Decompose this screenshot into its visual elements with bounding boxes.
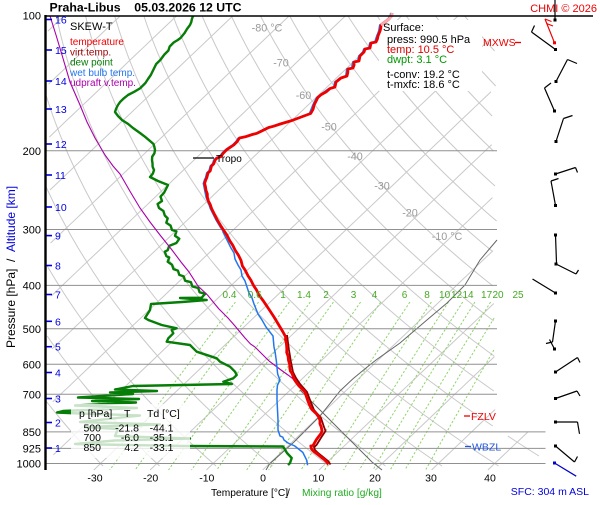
svg-text:3: 3 xyxy=(351,290,357,301)
svg-text:4: 4 xyxy=(55,368,61,380)
svg-text:9: 9 xyxy=(55,231,61,243)
svg-text:Pressure [hPa] / Altitude [k: Pressure [hPa] / Altitude [km] xyxy=(4,186,18,348)
svg-text:-80 °C: -80 °C xyxy=(252,22,283,34)
svg-text:200: 200 xyxy=(23,146,41,158)
svg-text:FZLV: FZLV xyxy=(471,411,496,423)
svg-text:2: 2 xyxy=(323,290,329,301)
svg-text:udpraft v.temp.: udpraft v.temp. xyxy=(70,78,136,89)
svg-text:850: 850 xyxy=(83,442,101,454)
svg-text:16: 16 xyxy=(55,15,67,27)
svg-text:700: 700 xyxy=(23,389,41,401)
svg-text:-20: -20 xyxy=(143,473,158,485)
svg-text:400: 400 xyxy=(23,281,41,293)
svg-text:t-conv: 19.2 °C: t-conv: 19.2 °C xyxy=(387,69,460,81)
svg-text:14: 14 xyxy=(462,290,474,301)
svg-text:dew point: dew point xyxy=(70,58,113,69)
svg-text:Td [°C]: Td [°C] xyxy=(147,408,180,420)
svg-text:-6.0: -6.0 xyxy=(121,432,139,444)
svg-text:p [hPa]: p [hPa] xyxy=(79,408,112,420)
svg-text:11: 11 xyxy=(55,170,66,182)
svg-text:/: / xyxy=(287,488,290,499)
svg-text:t-mxfc: 18.6 °C: t-mxfc: 18.6 °C xyxy=(387,79,460,91)
svg-text:Praha-Libus 05.03.2026 12 U: Praha-Libus 05.03.2026 12 UTC xyxy=(50,1,242,15)
svg-text:40: 40 xyxy=(484,473,496,485)
svg-text:8: 8 xyxy=(424,290,430,301)
svg-text:0.6: 0.6 xyxy=(248,290,262,301)
svg-text:Tropo: Tropo xyxy=(216,154,242,165)
svg-text:WBZL: WBZL xyxy=(472,441,501,453)
svg-text:-60: -60 xyxy=(296,90,312,102)
svg-text:-30: -30 xyxy=(87,473,102,485)
svg-text:Temperature [°C]: Temperature [°C] xyxy=(211,488,288,499)
svg-text:SFC: 304 m ASL: SFC: 304 m ASL xyxy=(511,486,589,498)
svg-text:500: 500 xyxy=(23,324,41,336)
svg-text:-70: -70 xyxy=(273,58,289,70)
svg-text:7: 7 xyxy=(55,290,61,302)
svg-text:4: 4 xyxy=(372,290,378,301)
svg-text:1000: 1000 xyxy=(17,459,41,471)
svg-text:0: 0 xyxy=(260,473,266,485)
svg-text:wet bulb temp.: wet bulb temp. xyxy=(69,68,135,79)
svg-text:1.4: 1.4 xyxy=(297,290,311,301)
svg-text:temperature: temperature xyxy=(70,37,124,48)
svg-text:press: 990.5 hPa: press: 990.5 hPa xyxy=(387,34,471,46)
svg-text:-10 °C: -10 °C xyxy=(432,231,463,243)
svg-text:3: 3 xyxy=(55,394,61,406)
svg-text:5: 5 xyxy=(55,342,61,354)
svg-text:MXWS: MXWS xyxy=(483,37,516,49)
svg-text:1: 1 xyxy=(55,443,61,455)
svg-text:100: 100 xyxy=(23,11,41,23)
svg-text:temp: 10.5 °C: temp: 10.5 °C xyxy=(387,44,454,56)
svg-text:30: 30 xyxy=(425,473,437,485)
svg-text:-40: -40 xyxy=(347,151,363,163)
svg-text:4.2: 4.2 xyxy=(124,442,139,454)
svg-text:10: 10 xyxy=(313,473,325,485)
svg-text:25: 25 xyxy=(512,290,524,301)
svg-text:Surface:: Surface: xyxy=(383,22,424,34)
svg-text:8: 8 xyxy=(55,261,61,273)
svg-text:1: 1 xyxy=(280,290,286,301)
svg-text:10: 10 xyxy=(439,290,451,301)
svg-text:0.4: 0.4 xyxy=(223,290,237,301)
svg-text:300: 300 xyxy=(23,225,41,237)
svg-text:12: 12 xyxy=(55,139,67,151)
svg-text:-35.1: -35.1 xyxy=(150,432,174,444)
svg-text:virt.temp.: virt.temp. xyxy=(70,47,111,58)
svg-text:-33.1: -33.1 xyxy=(150,442,174,454)
svg-text:925: 925 xyxy=(23,444,41,456)
svg-text:500: 500 xyxy=(83,423,101,435)
svg-text:17: 17 xyxy=(481,290,493,301)
svg-text:14: 14 xyxy=(55,76,67,88)
svg-text:600: 600 xyxy=(23,359,41,371)
svg-text:6: 6 xyxy=(55,316,61,328)
svg-text:-21.8: -21.8 xyxy=(115,423,139,435)
svg-text:CHMI © 2026: CHMI © 2026 xyxy=(530,3,597,15)
svg-text:6: 6 xyxy=(402,290,408,301)
svg-text:12: 12 xyxy=(451,290,463,301)
svg-text:20: 20 xyxy=(369,473,381,485)
svg-text:T: T xyxy=(124,408,131,420)
svg-text:-30: -30 xyxy=(374,180,390,192)
svg-text:SKEW-T: SKEW-T xyxy=(70,21,113,33)
svg-text:850: 850 xyxy=(23,427,41,439)
svg-text:10: 10 xyxy=(55,202,67,214)
svg-text:15: 15 xyxy=(55,45,67,57)
svg-text:Mixing ratio [g/kg]: Mixing ratio [g/kg] xyxy=(302,488,382,499)
svg-text:-10: -10 xyxy=(199,473,214,485)
svg-text:700: 700 xyxy=(83,432,101,444)
svg-text:dwpt: 3.1 °C: dwpt: 3.1 °C xyxy=(387,54,447,66)
svg-text:2: 2 xyxy=(55,418,61,430)
svg-text:13: 13 xyxy=(55,104,67,116)
svg-text:-44.1: -44.1 xyxy=(150,423,174,435)
svg-text:20: 20 xyxy=(492,290,504,301)
svg-text:-50: -50 xyxy=(321,121,337,133)
svg-text:-20: -20 xyxy=(402,207,418,219)
